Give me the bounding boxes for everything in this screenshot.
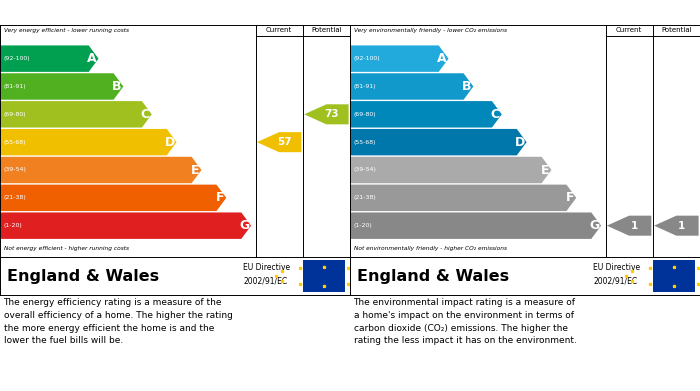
Text: 73: 73 [324,109,339,119]
Text: B: B [112,80,122,93]
Text: The environmental impact rating is a measure of
a home's impact on the environme: The environmental impact rating is a mea… [354,298,576,345]
Text: Potential: Potential [661,27,692,33]
Polygon shape [0,185,226,211]
Text: (92-100): (92-100) [4,56,30,61]
Polygon shape [304,104,349,124]
Text: Not energy efficient - higher running costs: Not energy efficient - higher running co… [4,246,129,251]
Text: 1: 1 [631,221,638,231]
Polygon shape [257,132,302,152]
Polygon shape [0,101,152,127]
Text: England & Wales: England & Wales [357,269,509,283]
Polygon shape [607,216,651,236]
Text: E: E [191,163,200,176]
Text: 1: 1 [678,221,685,231]
Text: Energy Efficiency Rating: Energy Efficiency Rating [83,6,267,19]
Text: F: F [566,191,575,204]
Text: Very energy efficient - lower running costs: Very energy efficient - lower running co… [4,29,129,33]
Polygon shape [350,212,601,239]
Text: G: G [239,219,249,232]
Text: (55-68): (55-68) [4,140,26,145]
Text: Current: Current [266,27,293,33]
Text: Not environmentally friendly - higher CO₂ emissions: Not environmentally friendly - higher CO… [354,246,507,251]
Text: C: C [141,108,150,121]
Text: D: D [164,136,175,149]
Text: Very environmentally friendly - lower CO₂ emissions: Very environmentally friendly - lower CO… [354,29,507,33]
Text: England & Wales: England & Wales [7,269,159,283]
Text: 57: 57 [277,137,292,147]
Polygon shape [350,157,552,183]
Text: Current: Current [616,27,643,33]
Text: F: F [216,191,225,204]
Text: (69-80): (69-80) [354,112,376,117]
Text: EU Directive
2002/91/EC: EU Directive 2002/91/EC [244,263,290,285]
Text: The energy efficiency rating is a measure of the
overall efficiency of a home. T: The energy efficiency rating is a measur… [4,298,232,345]
Text: (81-91): (81-91) [354,84,376,89]
Text: EU Directive
2002/91/EC: EU Directive 2002/91/EC [594,263,641,285]
Polygon shape [0,129,176,155]
Polygon shape [654,216,699,236]
Text: (39-54): (39-54) [4,167,27,172]
Text: Environmental Impact (CO₂) Rating: Environmental Impact (CO₂) Rating [394,6,656,19]
Text: (81-91): (81-91) [4,84,26,89]
Bar [302,260,344,292]
Text: (1-20): (1-20) [4,223,22,228]
Polygon shape [350,129,526,155]
Polygon shape [0,212,251,239]
Polygon shape [350,101,502,127]
Text: (21-38): (21-38) [354,196,377,200]
Text: (92-100): (92-100) [354,56,380,61]
Text: B: B [462,80,472,93]
Polygon shape [0,73,123,100]
Text: (55-68): (55-68) [354,140,376,145]
Text: D: D [514,136,525,149]
Polygon shape [350,185,576,211]
Text: (1-20): (1-20) [354,223,372,228]
Text: (39-54): (39-54) [354,167,377,172]
Text: A: A [437,52,447,65]
Text: C: C [491,108,500,121]
Text: E: E [541,163,550,176]
Text: Potential: Potential [311,27,342,33]
Text: (69-80): (69-80) [4,112,26,117]
Text: (21-38): (21-38) [4,196,27,200]
Polygon shape [350,45,449,72]
Text: G: G [589,219,599,232]
Text: A: A [87,52,97,65]
Bar [652,260,694,292]
Polygon shape [0,157,202,183]
Polygon shape [0,45,99,72]
Polygon shape [350,73,473,100]
